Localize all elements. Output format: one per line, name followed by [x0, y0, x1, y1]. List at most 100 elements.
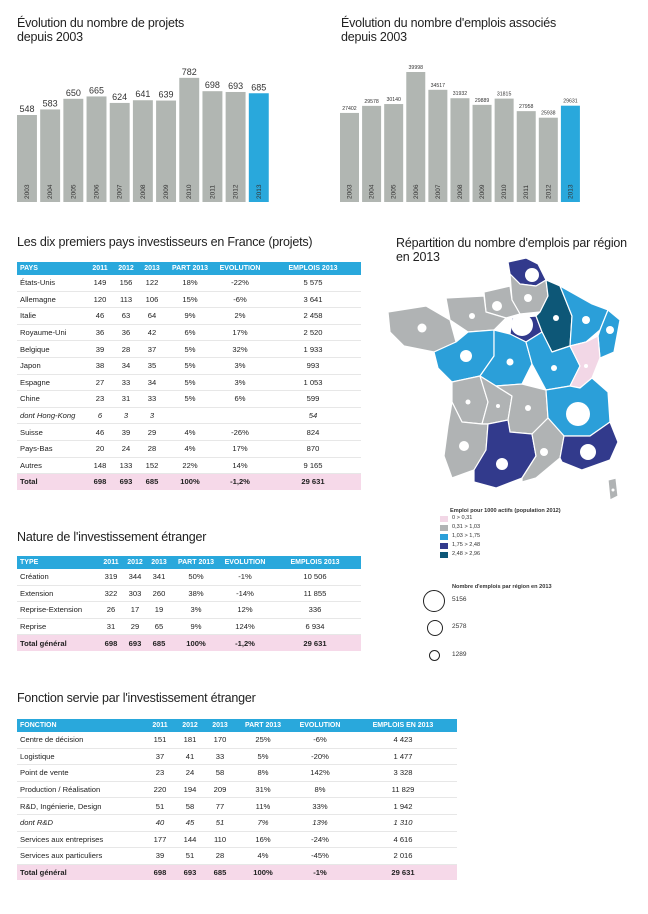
table-row: Royaume-Uni 36 36 42 6% 17% 2 520 [17, 324, 361, 342]
table-cell: 14% [215, 457, 265, 475]
table-cell: 344 [123, 569, 147, 586]
table-row: Reprise 31 29 65 9% 124% 6 934 [17, 618, 361, 636]
table-cell: 27 [87, 374, 113, 392]
column-header: FONCTION [17, 719, 145, 732]
table-cell: 698 [145, 864, 175, 881]
jobs-title-line2: depuis 2003 [341, 30, 407, 44]
table-cell: R&D, Ingénierie, Design [17, 797, 145, 815]
table-cell: 36 [87, 324, 113, 342]
column-header: EVOLUTION [215, 262, 265, 275]
table-cell: 2 458 [265, 307, 361, 325]
column-header: PAYS [17, 262, 87, 275]
table-cell: 685 [205, 864, 235, 881]
table-cell: 142% [291, 764, 349, 782]
table-cell: 29 [139, 423, 165, 441]
legend-swatch [440, 552, 448, 558]
circle-value-large: 5156 [452, 596, 467, 603]
table-cell: 4% [165, 423, 215, 441]
legend-swatch [440, 516, 448, 522]
table-cell: Allemagne [17, 291, 87, 309]
circle-value-medium: 2578 [452, 623, 467, 630]
table-cell: Royaume-Uni [17, 324, 87, 342]
table-cell: 1 933 [265, 340, 361, 358]
table-cell: 9% [171, 618, 221, 636]
table-cell: 37 [145, 748, 175, 766]
table-cell: Centre de décision [17, 732, 145, 749]
value-label-2013: 29631 [563, 99, 578, 105]
table-cell: -1,2% [221, 634, 269, 651]
table-cell: 45 [175, 814, 205, 832]
bubble-basse-normandie [469, 313, 475, 319]
legend-label: 0 > 0,31 [452, 515, 473, 521]
table-cell: 149 [87, 275, 113, 292]
map-title-line2: en 2013 [396, 250, 440, 264]
table-cell: 3 [113, 407, 139, 425]
table-cell: 685 [147, 634, 171, 651]
table-cell: 39 [113, 423, 139, 441]
table-cell: -1,2% [215, 473, 265, 490]
table-cell: 34 [139, 374, 165, 392]
table-cell: 260 [147, 585, 171, 603]
table-cell: 824 [265, 423, 361, 441]
table-cell: 38% [171, 585, 221, 603]
bubble-lorraine [582, 316, 590, 324]
bar-2012 [538, 117, 558, 202]
table-cell: 29 [123, 618, 147, 636]
table-cell: -1% [291, 864, 349, 881]
table-cell: 46 [87, 307, 113, 325]
column-header: EMPLOIS 2013 [265, 262, 361, 275]
table-cell: Total [17, 473, 87, 490]
category-label-2005: 2005 [70, 184, 77, 199]
bar-2013 [248, 93, 269, 202]
bar-2009 [156, 100, 177, 202]
table-cell: 54 [265, 407, 361, 425]
table-row: Pays-Bas 20 24 28 4% 17% 870 [17, 440, 361, 458]
bubble-idf [511, 314, 533, 336]
bar-2008 [132, 100, 153, 202]
column-header: 2013 [147, 556, 171, 569]
table-cell: Total général [17, 634, 99, 651]
category-label-2013: 2013 [256, 184, 263, 199]
table-cell: 63 [113, 307, 139, 325]
table-cell: États-Unis [17, 275, 87, 292]
bar-2007 [109, 102, 130, 202]
table-row: Production / Réalisation 220 194 209 31% 8% 11… [17, 781, 457, 799]
bar-2012 [225, 91, 246, 202]
table-cell: 693 [113, 473, 139, 490]
table-cell: 209 [205, 781, 235, 799]
table-cell: 51 [175, 847, 205, 865]
table-cell: 303 [123, 585, 147, 603]
bar-2010 [179, 77, 200, 202]
table-cell: Belgique [17, 340, 87, 358]
table-row: Belgique 39 28 37 5% 32% 1 933 [17, 340, 361, 358]
value-label-2010: 31815 [497, 92, 512, 98]
table-cell: 9 165 [265, 457, 361, 475]
table-cell: 77 [205, 797, 235, 815]
category-label-2010: 2010 [186, 184, 193, 199]
table-cell: Extension [17, 585, 99, 603]
table-cell: 3 328 [349, 764, 457, 782]
table-cell: 41 [175, 748, 205, 766]
table-cell: 31 [113, 390, 139, 408]
table-cell: 24 [175, 764, 205, 782]
table-row: Total général 698 693 685 100% -1,2% 29 631 [17, 634, 361, 651]
table-row: Chine 23 31 33 5% 6% 599 [17, 390, 361, 408]
bubble-languedoc [540, 448, 548, 456]
table-cell: 18% [165, 275, 215, 292]
table-cell: 33 [139, 390, 165, 408]
category-label-2008: 2008 [457, 184, 464, 199]
table-cell: 17% [215, 440, 265, 458]
bubble-nord [525, 268, 539, 282]
bubble-pays-loire [460, 350, 472, 362]
bubble-corse [611, 488, 615, 492]
table-cell: 152 [139, 457, 165, 475]
table-cell: 11% [235, 797, 291, 815]
table-cell: 319 [99, 569, 123, 586]
bubble-champagne [553, 315, 559, 321]
table-cell: 20 [87, 440, 113, 458]
table-cell: 181 [175, 732, 205, 749]
bubble-poitou [465, 399, 471, 405]
table-cell: 1 477 [349, 748, 457, 766]
column-header: 2012 [113, 262, 139, 275]
value-label-2004: 583 [43, 98, 58, 108]
